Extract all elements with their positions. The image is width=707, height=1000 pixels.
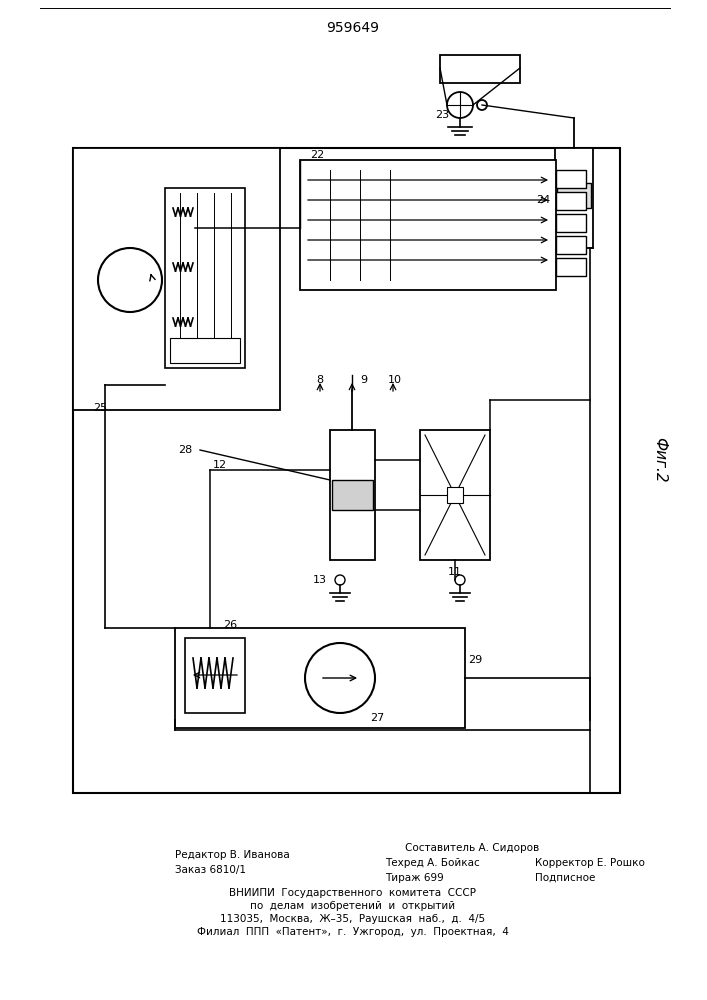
Text: 25: 25 <box>93 403 107 413</box>
Circle shape <box>455 575 465 585</box>
Text: 8: 8 <box>317 375 324 385</box>
Circle shape <box>447 92 473 118</box>
Text: Заказ 6810/1: Заказ 6810/1 <box>175 865 246 875</box>
Bar <box>555 148 593 248</box>
Polygon shape <box>322 673 358 683</box>
Text: 959649: 959649 <box>327 21 380 35</box>
Text: 24: 24 <box>536 195 550 205</box>
Bar <box>73 148 620 793</box>
Bar <box>556 192 586 210</box>
Bar <box>170 338 240 363</box>
Bar <box>185 638 245 713</box>
Text: Тираж 699: Тираж 699 <box>385 873 444 883</box>
Bar <box>440 55 520 83</box>
Bar <box>73 148 280 410</box>
Text: 9: 9 <box>360 375 367 385</box>
Text: по  делам  изобретений  и  открытий: по делам изобретений и открытий <box>250 901 455 911</box>
Bar <box>447 487 463 503</box>
Text: 29: 29 <box>468 655 482 665</box>
Text: Филиал  ППП  «Патент»,  г.  Ужгород,  ул.  Проектная,  4: Филиал ППП «Патент», г. Ужгород, ул. Про… <box>197 927 509 937</box>
Text: 27: 27 <box>370 713 384 723</box>
Text: Корректор Е. Рошко: Корректор Е. Рошко <box>535 858 645 868</box>
Text: 12: 12 <box>213 460 227 470</box>
Bar <box>556 214 586 232</box>
Circle shape <box>477 100 487 110</box>
Bar <box>175 628 465 728</box>
Text: 28: 28 <box>178 445 192 455</box>
Bar <box>332 480 373 510</box>
Bar <box>165 188 245 368</box>
Circle shape <box>98 248 162 312</box>
Text: 22: 22 <box>310 150 325 160</box>
Bar <box>330 430 375 560</box>
Text: 10: 10 <box>388 375 402 385</box>
Text: Фиг.2: Фиг.2 <box>653 437 667 483</box>
Text: 11: 11 <box>448 567 462 577</box>
Text: ВНИИПИ  Государственного  комитета  СССР: ВНИИПИ Государственного комитета СССР <box>230 888 477 898</box>
Text: 13: 13 <box>313 575 327 585</box>
Bar <box>556 170 586 188</box>
Text: 113035,  Москва,  Ж–35,  Раушская  наб.,  д.  4/5: 113035, Москва, Ж–35, Раушская наб., д. … <box>221 914 486 924</box>
Bar <box>420 430 490 560</box>
Text: Редактор В. Иванова: Редактор В. Иванова <box>175 850 290 860</box>
Text: Составитель А. Сидоров: Составитель А. Сидоров <box>405 843 539 853</box>
Text: Подписное: Подписное <box>535 873 595 883</box>
Bar <box>557 183 591 208</box>
Text: 26: 26 <box>223 620 237 630</box>
Bar <box>556 258 586 276</box>
Bar <box>300 160 556 290</box>
Text: Техред А. Бойкас: Техред А. Бойкас <box>385 858 480 868</box>
Text: 23: 23 <box>435 110 449 120</box>
Circle shape <box>335 575 345 585</box>
Bar <box>556 236 586 254</box>
Circle shape <box>305 643 375 713</box>
